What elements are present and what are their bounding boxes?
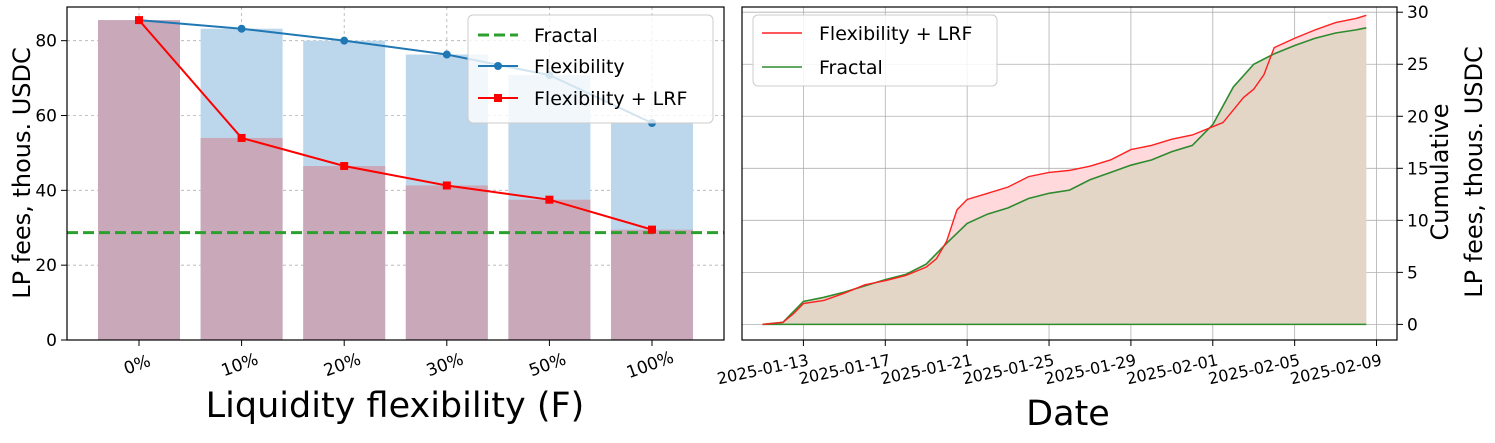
y-tick-label: 10 bbox=[1407, 211, 1429, 231]
legend-label-flexibility-lrf: Flexibility + LRF bbox=[819, 23, 972, 45]
flexibility-lrf-point bbox=[442, 181, 451, 190]
left-chart-liquidity-flexibility: 0 20 40 60 80 0% 10% 20% 30% 50% 100% Liquidity fle… bbox=[8, 6, 725, 426]
y-tick-label: 5 bbox=[1407, 263, 1418, 283]
x-tick-label: 30% bbox=[424, 349, 466, 381]
x-tick-label: 10% bbox=[219, 349, 261, 381]
x-tick-label: 0% bbox=[121, 351, 153, 379]
y-tick-label: 20 bbox=[35, 256, 57, 276]
flexibility-lrf-point bbox=[237, 133, 246, 142]
plot-frame bbox=[66, 6, 725, 341]
x-tick-label: 2025-02-01 bbox=[1125, 350, 1220, 388]
bar-flexibility-lrf bbox=[303, 166, 386, 340]
area-fractal bbox=[762, 27, 1367, 325]
flexibility-point bbox=[442, 50, 451, 59]
x-tick-label: 50% bbox=[527, 349, 569, 381]
x-tick-label: 2025-01-17 bbox=[797, 350, 892, 388]
x-tick-label: 2025-02-05 bbox=[1207, 350, 1302, 388]
y-axis-label-line-1: Cumulative bbox=[1426, 104, 1454, 241]
legend-lrf-marker bbox=[494, 94, 502, 102]
flexibility-lrf-point bbox=[135, 16, 143, 25]
y-tick-label: 80 bbox=[35, 32, 57, 52]
flexibility-point bbox=[237, 24, 246, 33]
x-tick-label: 2025-01-25 bbox=[961, 350, 1056, 388]
x-tick-label: 2025-01-29 bbox=[1043, 350, 1138, 388]
bar-flexibility-lrf bbox=[405, 185, 488, 340]
x-axis-label: Date bbox=[1026, 394, 1110, 434]
legend: Fractal Flexibility Flexibility + LRF bbox=[467, 14, 714, 124]
legend-label-flexibility-lrf: Flexibility + LRF bbox=[534, 88, 687, 110]
y-tick-label: 15 bbox=[1407, 159, 1429, 179]
bar-flexibility-lrf bbox=[611, 229, 693, 340]
flexibility-lrf-line bbox=[762, 14, 1367, 326]
x-tick-label: 100% bbox=[624, 348, 677, 383]
legend-box bbox=[467, 14, 714, 124]
flexibility-lrf-line bbox=[138, 19, 653, 231]
y-axis-label: LP fees, thous. USDC bbox=[8, 47, 36, 299]
legend-box bbox=[752, 14, 998, 87]
bar-flexibility-lrf bbox=[200, 137, 283, 340]
fractal-line bbox=[762, 27, 1367, 326]
right-chart-cumulative-fees: 0510152025302025-01-132025-01-172025-01-… bbox=[715, 3, 1488, 434]
flexibility-point bbox=[340, 36, 349, 45]
x-tick-label: 20% bbox=[321, 349, 363, 381]
legend-label-fractal: Fractal bbox=[819, 57, 883, 79]
flexibility-lrf-point bbox=[648, 225, 656, 234]
legend: Flexibility + LRF Fractal bbox=[752, 14, 998, 87]
plot-frame bbox=[741, 6, 1398, 341]
flexibility-lrf-point bbox=[545, 195, 554, 204]
y-tick-label: 20 bbox=[1407, 107, 1429, 127]
x-tick-label: 2025-02-09 bbox=[1288, 350, 1383, 388]
legend-flexibility-marker bbox=[494, 62, 502, 70]
legend-label-flexibility: Flexibility bbox=[534, 56, 625, 78]
legend-label-fractal: Fractal bbox=[534, 25, 598, 47]
x-axis-label: Liquidity flexibility (F) bbox=[206, 386, 585, 426]
flexibility-lrf-point bbox=[340, 162, 349, 171]
y-tick-label: 60 bbox=[35, 107, 57, 127]
x-tick-label: 2025-01-21 bbox=[879, 350, 974, 388]
y-tick-label: 25 bbox=[1407, 55, 1429, 75]
bar-flexibility-lrf bbox=[98, 20, 180, 340]
bar-flexibility-lrf bbox=[508, 199, 591, 340]
y-tick-label: 0 bbox=[1407, 315, 1418, 335]
y-tick-label: 0 bbox=[46, 331, 57, 351]
y-axis-label-line-2: LP fees, thous. USDC bbox=[1460, 46, 1488, 298]
x-tick-label: 2025-01-13 bbox=[715, 350, 810, 388]
y-tick-label: 30 bbox=[1407, 3, 1429, 23]
y-tick-label: 40 bbox=[35, 181, 57, 201]
